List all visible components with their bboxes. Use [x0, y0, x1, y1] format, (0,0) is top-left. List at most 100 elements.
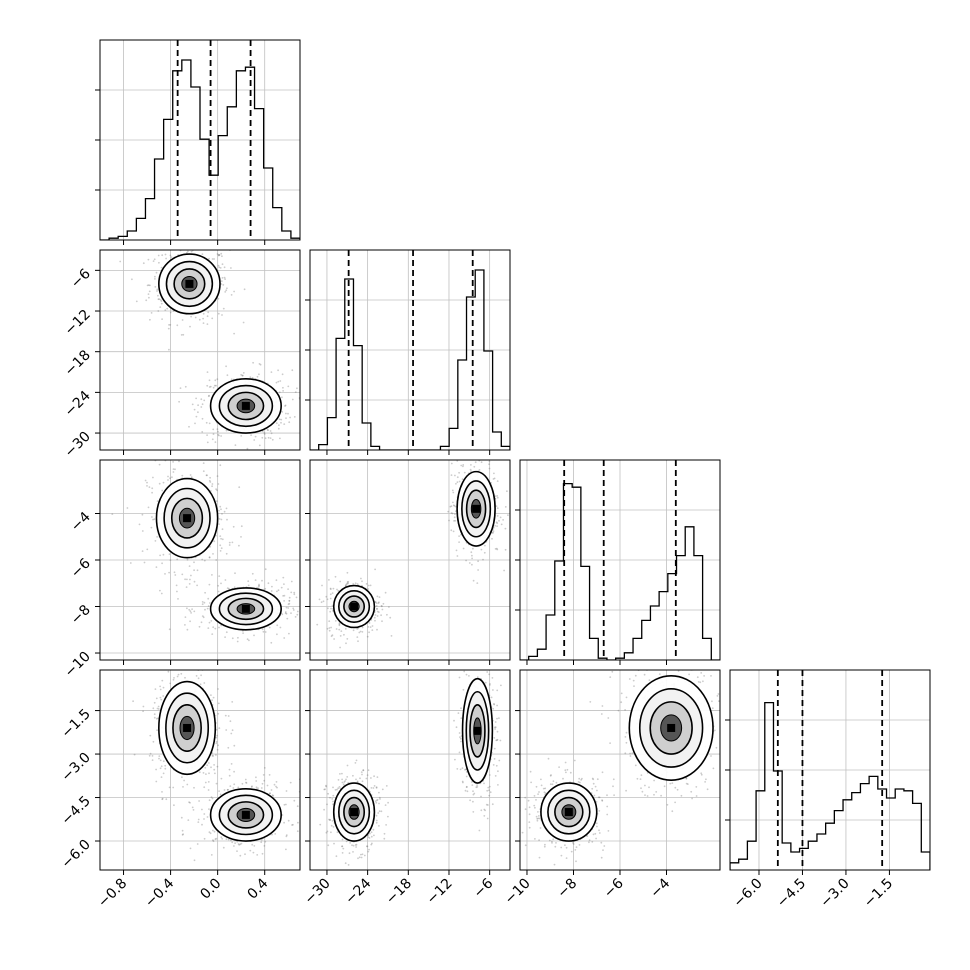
scatter-point	[253, 439, 256, 441]
scatter-point	[180, 334, 183, 336]
scatter-point	[254, 435, 257, 438]
scatter-point	[457, 712, 460, 714]
scatter-point	[374, 614, 377, 616]
scatter-point	[469, 468, 472, 471]
scatter-point	[474, 461, 477, 464]
scatter-point	[164, 253, 167, 256]
scatter-point	[203, 682, 206, 684]
scatter-point	[467, 457, 469, 459]
scatter-point	[465, 775, 468, 778]
scatter-point	[376, 607, 378, 610]
scatter-point	[169, 682, 172, 685]
scatter-point	[208, 621, 211, 624]
scatter-point	[334, 789, 337, 791]
scatter-point	[495, 764, 498, 767]
scatter-point	[264, 631, 267, 633]
scatter-point	[337, 589, 340, 592]
scatter-point	[640, 664, 642, 666]
scatter-point	[288, 602, 291, 605]
scatter-point	[240, 435, 243, 437]
scatter-point	[644, 794, 646, 796]
scatter-point	[386, 613, 388, 616]
scatter-point	[335, 628, 338, 630]
scatter-point	[347, 582, 349, 585]
scatter-point	[329, 588, 332, 590]
scatter-point	[283, 423, 286, 425]
scatter-point	[471, 635, 473, 637]
scatter-point	[206, 315, 209, 318]
scatter-point	[229, 720, 232, 723]
scatter-point	[488, 684, 491, 686]
x-tick-label: −6	[471, 875, 497, 901]
y-tick-label: −6	[68, 555, 94, 581]
scatter-point	[161, 679, 164, 682]
scatter-point	[347, 864, 350, 866]
scatter-point	[219, 793, 222, 796]
scatter-point	[335, 855, 338, 858]
scatter-point	[193, 561, 195, 564]
scatter-point	[153, 518, 156, 521]
scatter-point	[257, 585, 260, 587]
scatter-point	[565, 857, 568, 859]
scatter-point	[351, 844, 353, 847]
scatter-point	[332, 794, 335, 797]
scatter-point	[256, 375, 259, 378]
scatter-point	[252, 361, 255, 364]
scatter-point	[488, 774, 491, 776]
scatter-point	[221, 538, 224, 541]
scatter-point	[189, 325, 191, 328]
scatter-point	[690, 790, 693, 793]
scatter-point	[218, 575, 221, 577]
scatter-point	[378, 601, 380, 604]
scatter-point	[227, 715, 230, 717]
scatter-point	[469, 799, 471, 802]
scatter-point	[145, 299, 148, 302]
density-peak	[183, 514, 192, 523]
scatter-point	[494, 775, 497, 777]
scatter-point	[352, 851, 354, 853]
scatter-point	[368, 622, 371, 624]
scatter-point	[327, 792, 329, 795]
scatter-point	[189, 620, 191, 623]
scatter-point	[186, 783, 189, 786]
scatter-point	[177, 598, 179, 600]
scatter-point	[293, 593, 296, 596]
scatter-point	[595, 822, 598, 825]
scatter-point	[293, 799, 296, 802]
scatter-point	[328, 629, 331, 632]
scatter-point	[154, 275, 156, 278]
scatter-point	[262, 774, 265, 776]
scatter-point	[201, 253, 204, 255]
scatter-point	[338, 786, 341, 788]
scatter-point	[504, 506, 507, 508]
density-peak	[185, 279, 194, 288]
scatter-point	[234, 572, 236, 575]
scatter-point	[201, 417, 204, 420]
scatter-point	[387, 815, 389, 818]
scatter-point	[471, 784, 474, 786]
scatter-point	[288, 421, 291, 424]
scatter-point	[586, 835, 589, 837]
scatter-point	[224, 579, 227, 581]
scatter-point	[225, 507, 228, 510]
scatter-point	[331, 592, 334, 594]
scatter-point	[528, 821, 531, 823]
scatter-point	[151, 755, 154, 757]
scatter-point	[565, 846, 568, 849]
scatter-point	[211, 574, 213, 576]
scatter-point	[503, 569, 505, 572]
scatter-point	[196, 569, 199, 572]
scatter-point	[215, 754, 217, 756]
scatter-point	[238, 486, 241, 489]
scatter-point	[149, 284, 151, 287]
histogram-line	[520, 482, 720, 660]
scatter-point	[371, 625, 374, 627]
scatter-point	[227, 746, 230, 749]
scatter-point	[165, 798, 168, 801]
scatter-point	[377, 611, 380, 613]
scatter-point	[467, 666, 469, 668]
scatter-point	[324, 788, 326, 791]
scatter-point	[318, 843, 320, 845]
scatter-point	[483, 454, 485, 456]
scatter-point	[456, 476, 459, 479]
